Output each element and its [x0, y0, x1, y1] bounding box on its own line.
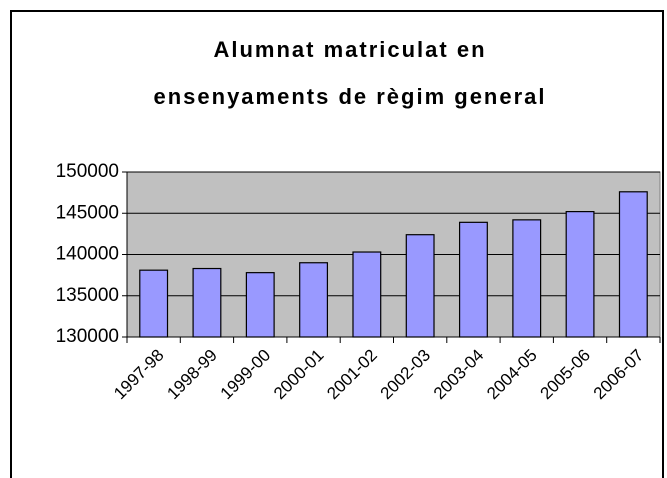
bar: [618, 191, 648, 338]
y-tick-label: 150000: [56, 161, 119, 182]
x-tick-label: 2000-01: [270, 346, 328, 404]
x-tick-label: 2002-03: [377, 346, 435, 404]
x-tick-label: 2006-07: [590, 346, 648, 404]
y-tick-label: 140000: [56, 244, 119, 265]
bar: [405, 234, 435, 338]
bar: [458, 221, 488, 338]
x-tick-label: 2005-06: [536, 346, 594, 404]
x-tick-label: 2003-04: [430, 346, 488, 404]
y-tick-label: 145000: [56, 202, 119, 223]
bar: [139, 269, 169, 338]
y-tick-label: 130000: [56, 326, 119, 347]
y-tick-label: 135000: [56, 285, 119, 306]
chart-frame: [10, 10, 664, 478]
x-tick-label: 2001-02: [323, 346, 381, 404]
bar: [352, 251, 382, 338]
bar: [565, 211, 595, 338]
bar: [512, 219, 542, 338]
x-tick-label: 1998-99: [163, 346, 221, 404]
bar: [192, 267, 222, 338]
bar: [299, 262, 329, 338]
x-tick-label: 1997-98: [110, 346, 168, 404]
chart-title: ensenyaments de règim general: [153, 84, 546, 109]
bar: [245, 272, 275, 338]
chart-title: Alumnat matriculat en: [213, 37, 486, 62]
x-tick-label: 2004-05: [483, 346, 541, 404]
x-tick-label: 1999-00: [217, 346, 275, 404]
